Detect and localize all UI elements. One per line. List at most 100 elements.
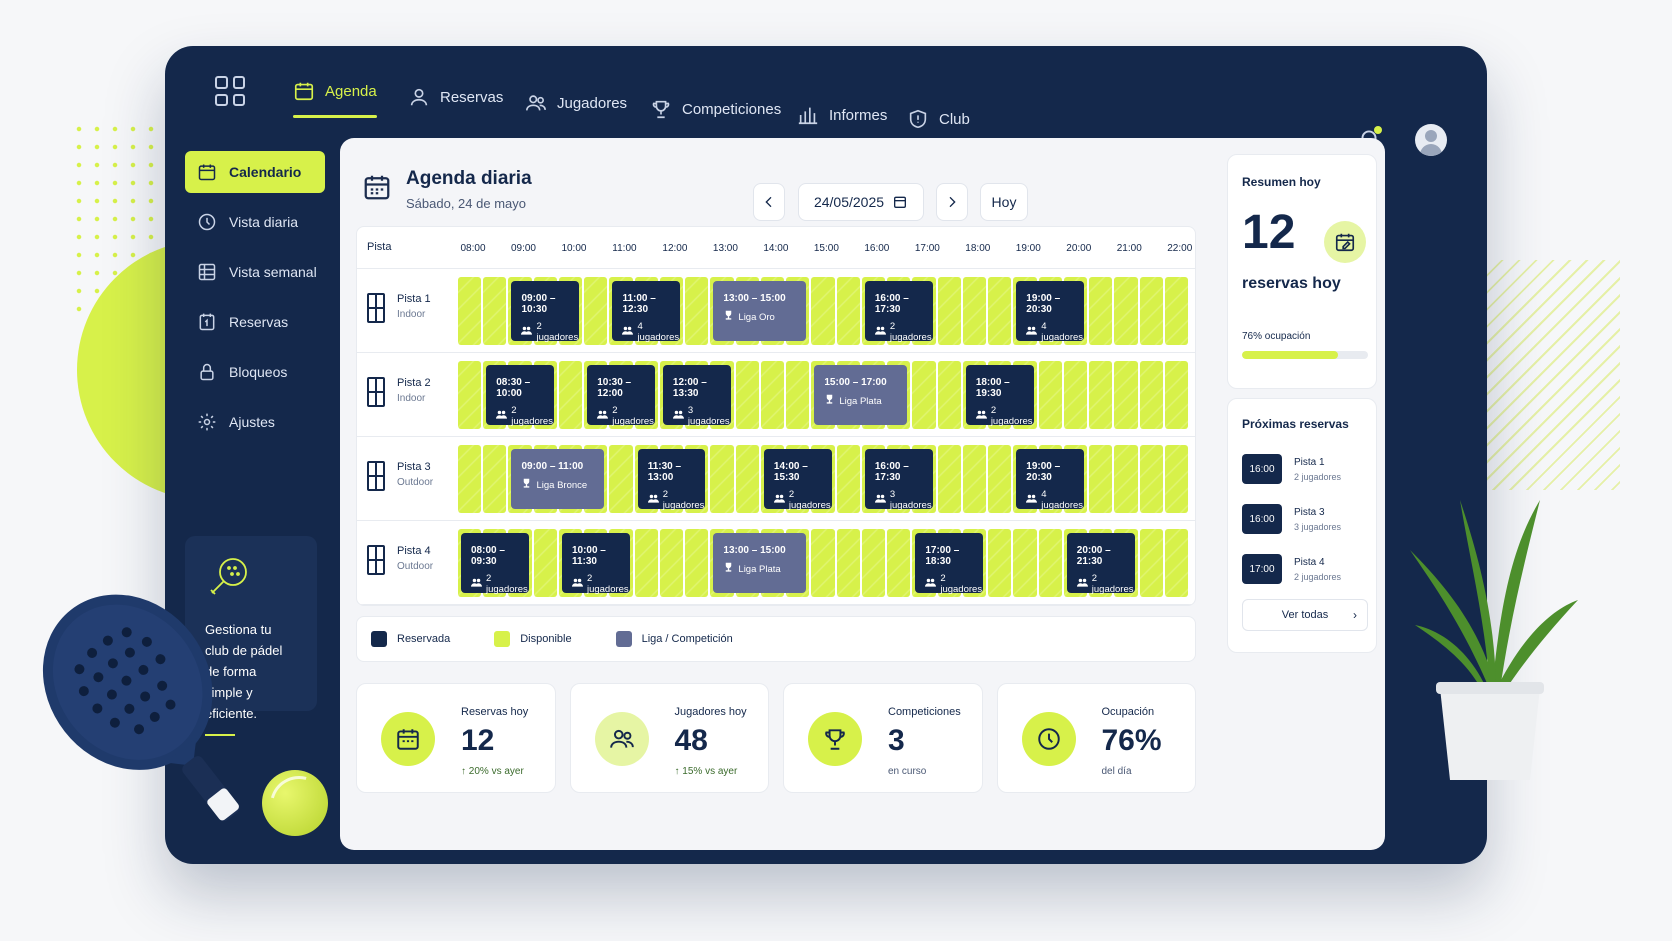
available-slot[interactable] <box>1038 361 1062 429</box>
available-slot[interactable] <box>609 445 633 513</box>
available-slot[interactable] <box>1089 361 1113 429</box>
available-slot[interactable] <box>937 361 961 429</box>
available-slot[interactable] <box>887 529 911 597</box>
available-slot[interactable] <box>1114 361 1138 429</box>
available-slot[interactable] <box>937 277 961 345</box>
booking-block[interactable]: 12:00 – 13:30 3 jugadores <box>662 365 731 427</box>
upcoming-court: Pista 1 <box>1294 456 1325 468</box>
available-slot[interactable] <box>685 277 709 345</box>
league-booking[interactable]: 13:00 – 15:00 Liga Plata <box>713 533 807 593</box>
available-slot[interactable] <box>685 529 709 597</box>
booking-block[interactable]: 08:00 – 09:30 2 jugadores <box>461 533 529 595</box>
available-slot[interactable] <box>483 277 507 345</box>
booking-block[interactable]: 10:30 – 12:00 2 jugadores <box>587 365 655 427</box>
available-slot[interactable] <box>1139 445 1163 513</box>
available-slot[interactable] <box>836 529 860 597</box>
available-slot[interactable] <box>912 361 936 429</box>
hour-label: 21:00 <box>1116 243 1142 254</box>
date-picker[interactable]: 24/05/2025 <box>798 183 924 221</box>
user-avatar[interactable] <box>1415 124 1447 156</box>
tab-club[interactable]: Club <box>907 108 970 130</box>
court-type: Indoor <box>397 309 426 320</box>
available-slot[interactable] <box>1164 445 1188 513</box>
available-slot[interactable] <box>786 361 810 429</box>
decorative-lines <box>1470 260 1620 490</box>
sidebar-item-vista-semanal[interactable]: Vista semanal <box>185 251 325 293</box>
booking-block[interactable]: 10:00 – 11:30 2 jugadores <box>561 533 630 595</box>
available-slot[interactable] <box>937 445 961 513</box>
booking-block[interactable]: 17:00 – 18:30 2 jugadores <box>915 533 984 595</box>
available-slot[interactable] <box>1038 529 1062 597</box>
available-slot[interactable] <box>533 529 557 597</box>
available-slot[interactable] <box>1164 361 1188 429</box>
sidebar-item-ajustes[interactable]: Ajustes <box>185 401 325 443</box>
available-slot[interactable] <box>811 277 835 345</box>
tab-jugadores[interactable]: Jugadores <box>525 92 627 114</box>
available-slot[interactable] <box>483 445 507 513</box>
available-slot[interactable] <box>735 361 759 429</box>
today-button[interactable]: Hoy <box>980 183 1028 221</box>
available-slot[interactable] <box>988 529 1012 597</box>
available-slot[interactable] <box>988 445 1012 513</box>
available-slot[interactable] <box>458 361 482 429</box>
available-slot[interactable] <box>458 277 482 345</box>
available-slot[interactable] <box>1089 445 1113 513</box>
available-slot[interactable] <box>836 445 860 513</box>
available-slot[interactable] <box>1164 277 1188 345</box>
sidebar-item-reservas[interactable]: Reservas <box>185 301 325 343</box>
next-day-button[interactable] <box>936 183 968 221</box>
sidebar-item-calendario[interactable]: Calendario <box>185 151 325 193</box>
available-slot[interactable] <box>1139 277 1163 345</box>
league-booking[interactable]: 13:00 – 15:00 Liga Oro <box>713 281 807 341</box>
available-slot[interactable] <box>1114 277 1138 345</box>
available-slot[interactable] <box>710 445 734 513</box>
hour-label: 09:00 <box>510 243 536 254</box>
booking-block[interactable]: 20:00 – 21:30 2 jugadores <box>1066 533 1135 595</box>
tab-informes[interactable]: Informes <box>797 104 887 126</box>
tab-agenda[interactable]: Agenda <box>293 80 377 118</box>
available-slot[interactable] <box>584 277 608 345</box>
booking-block[interactable]: 19:00 – 20:30 4 jugadores <box>1016 281 1085 343</box>
available-slot[interactable] <box>1013 529 1037 597</box>
booking-block[interactable]: 11:30 – 13:00 2 jugadores <box>637 449 706 511</box>
booking-block[interactable]: 16:00 – 17:30 3 jugadores <box>864 449 933 511</box>
prev-day-button[interactable] <box>753 183 785 221</box>
booking-block[interactable]: 08:30 – 10:00 2 jugadores <box>486 365 554 427</box>
available-slot[interactable] <box>634 529 658 597</box>
booking-block[interactable]: 09:00 – 10:30 2 jugadores <box>511 281 580 343</box>
available-slot[interactable] <box>861 529 886 597</box>
booking-block[interactable]: 18:00 – 19:30 2 jugadores <box>965 365 1034 427</box>
available-slot[interactable] <box>558 361 583 429</box>
sidebar-item-vista-diaria[interactable]: Vista diaria <box>185 201 325 243</box>
tab-competiciones[interactable]: Competiciones <box>650 98 781 120</box>
available-slot[interactable] <box>659 529 684 597</box>
available-slot[interactable] <box>735 445 759 513</box>
booking-block[interactable]: 14:00 – 15:30 2 jugadores <box>763 449 832 511</box>
available-slot[interactable] <box>458 445 482 513</box>
upcoming-item[interactable]: 17:00 Pista 4 2 jugadores <box>1242 554 1341 584</box>
league-booking[interactable]: 09:00 – 11:00 Liga Bronce <box>511 449 605 509</box>
court-type: Outdoor <box>397 561 434 572</box>
available-slot[interactable] <box>988 277 1012 345</box>
available-slot[interactable] <box>811 529 835 597</box>
available-slot[interactable] <box>962 277 987 345</box>
booking-block[interactable]: 16:00 – 17:30 2 jugadores <box>864 281 933 343</box>
sidebar-item-bloqueos[interactable]: Bloqueos <box>185 351 325 393</box>
upcoming-item[interactable]: 16:00 Pista 3 3 jugadores <box>1242 504 1341 534</box>
available-slot[interactable] <box>1114 445 1138 513</box>
available-slot[interactable] <box>1139 361 1163 429</box>
available-slot[interactable] <box>1164 529 1188 597</box>
available-slot[interactable] <box>1063 361 1088 429</box>
apps-grid-icon[interactable] <box>215 76 245 106</box>
tab-reservas[interactable]: Reservas <box>408 86 503 108</box>
booking-block[interactable]: 11:00 – 12:30 4 jugadores <box>612 281 681 343</box>
available-slot[interactable] <box>962 445 987 513</box>
see-all-button[interactable]: Ver todas › <box>1242 599 1368 631</box>
upcoming-item[interactable]: 16:00 Pista 1 2 jugadores <box>1242 454 1341 484</box>
available-slot[interactable] <box>1139 529 1163 597</box>
available-slot[interactable] <box>836 277 860 345</box>
available-slot[interactable] <box>1089 277 1113 345</box>
league-booking[interactable]: 15:00 – 17:00 Liga Plata <box>814 365 908 425</box>
available-slot[interactable] <box>760 361 785 429</box>
booking-block[interactable]: 19:00 – 20:30 4 jugadores <box>1016 449 1085 511</box>
